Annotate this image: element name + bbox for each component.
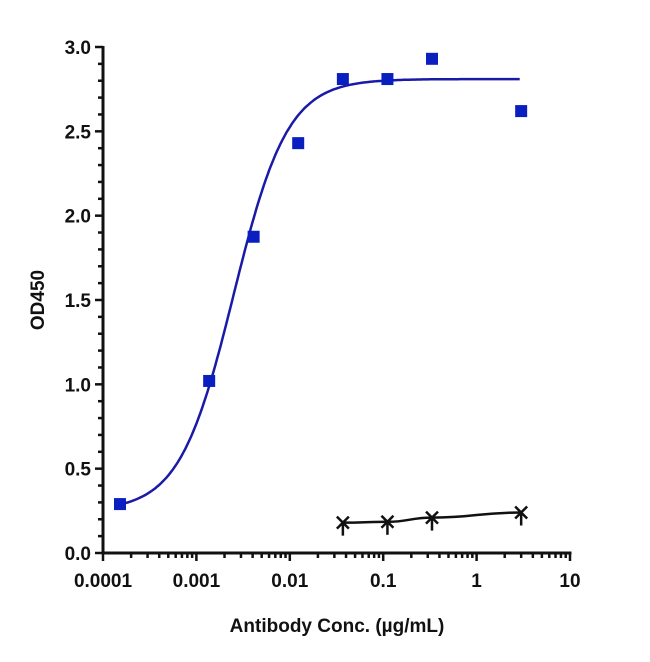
data-point-square xyxy=(336,73,349,86)
x-axis-label: Antibody Conc. (µg/mL) xyxy=(230,616,445,637)
x-tick-label: 10 xyxy=(559,571,580,592)
y-tick-label: 0.0 xyxy=(65,544,91,565)
y-tick-label: 3.0 xyxy=(65,38,91,59)
x-tick-label: 0.01 xyxy=(271,571,308,592)
y-tick-label: 1.0 xyxy=(65,375,91,396)
y-tick-label: 1.5 xyxy=(65,291,92,312)
y-tick-label: 0.5 xyxy=(65,460,92,481)
data-point-square xyxy=(247,230,260,243)
x-tick-label: 1 xyxy=(471,571,482,592)
fit-curve-series-2 xyxy=(342,511,522,524)
data-point-square xyxy=(113,498,126,511)
x-tick-label: 0.0001 xyxy=(74,571,133,592)
y-axis-label: OD450 xyxy=(28,270,49,330)
fit-curve-series-1 xyxy=(119,77,520,506)
x-tick-label: 0.1 xyxy=(370,571,397,592)
x-tick-label: 0.001 xyxy=(173,571,221,592)
y-tick-label: 2.0 xyxy=(65,207,91,228)
curves xyxy=(119,77,522,524)
data-point-square xyxy=(381,73,394,86)
data-point-x xyxy=(425,510,439,525)
data-point-x xyxy=(514,505,529,520)
data-point-square xyxy=(425,52,438,65)
points xyxy=(113,52,529,536)
data-point-square xyxy=(515,105,528,118)
data-point-square xyxy=(203,374,216,387)
y-tick-label: 2.5 xyxy=(65,122,92,143)
data-point-x xyxy=(335,515,350,530)
data-point-square xyxy=(292,137,305,150)
data-point-x xyxy=(380,514,395,529)
axes: 0.0 0.5 1.0 1.5 2.0 2.5 3.0 0.0001 0.001 0.01 0.1 1… xyxy=(65,38,581,592)
